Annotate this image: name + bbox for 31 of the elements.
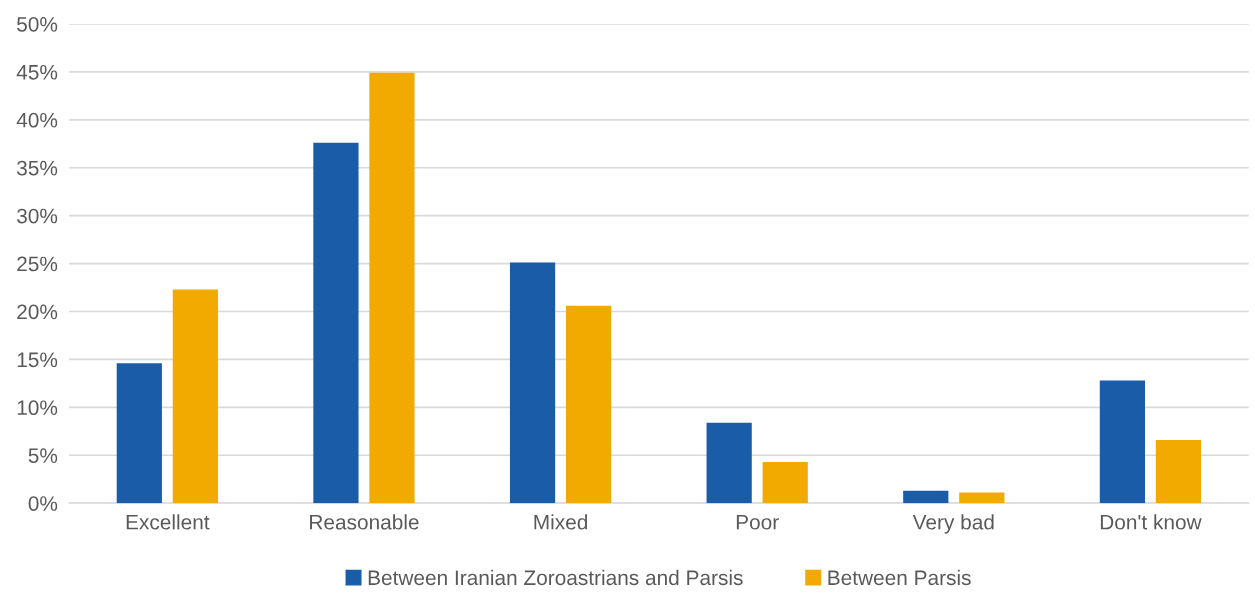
bar <box>1099 380 1146 504</box>
bar <box>369 72 415 504</box>
bar <box>903 490 949 504</box>
bar <box>565 305 612 504</box>
bar <box>116 363 162 504</box>
y-tick-label: 10% <box>17 400 58 416</box>
bar <box>762 461 808 504</box>
bar <box>313 142 359 504</box>
x-tick-label: Very bad <box>912 514 994 534</box>
x-tick-label: Poor <box>736 515 779 530</box>
y-tick-label: 30% <box>17 208 58 224</box>
bar <box>509 262 556 504</box>
legend-label: Between Iranian Zoroastrians and Parsis <box>368 569 743 586</box>
y-tick-label: 15% <box>17 352 58 368</box>
y-tick-label: 35% <box>17 160 58 176</box>
bar <box>172 289 218 504</box>
x-tick-label: Reasonable <box>310 514 419 530</box>
legend-label: Between Parsis <box>828 569 971 586</box>
x-tick-label: Excellent <box>126 514 210 530</box>
y-tick-label: 50% <box>17 16 58 32</box>
x-tick-label: Mixed <box>534 514 588 530</box>
bar <box>1155 439 1202 504</box>
y-tick-label: 45% <box>16 64 58 80</box>
bar <box>959 492 1005 504</box>
x-tick-label: Don't know <box>1100 514 1202 530</box>
y-tick-label: 25% <box>17 256 58 272</box>
y-tick-label: 0% <box>28 496 58 511</box>
y-tick-label: 40% <box>16 112 58 128</box>
bar <box>706 422 752 504</box>
y-tick-label: 20% <box>17 304 58 320</box>
y-tick-label: 5% <box>28 448 58 463</box>
